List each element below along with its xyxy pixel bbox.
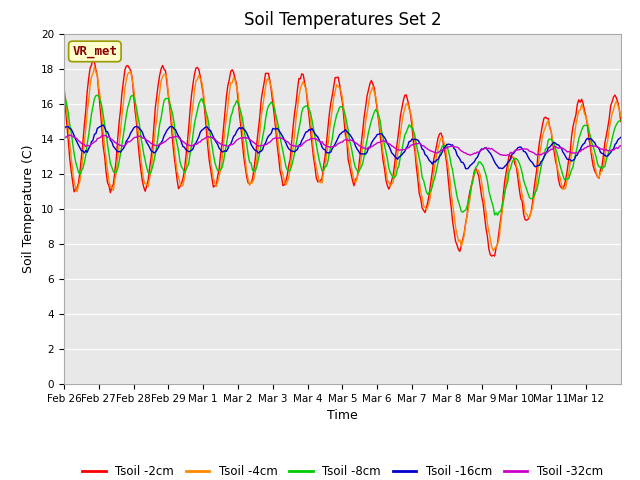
Tsoil -32cm — [291, 143, 298, 149]
Tsoil -2cm — [356, 155, 364, 161]
Tsoil -4cm — [449, 202, 456, 207]
Tsoil -16cm — [73, 139, 81, 145]
Tsoil -4cm — [490, 248, 497, 253]
Tsoil -2cm — [617, 119, 625, 124]
Tsoil -32cm — [66, 132, 74, 138]
Tsoil -16cm — [99, 122, 107, 128]
Tsoil -2cm — [431, 149, 439, 155]
Tsoil -2cm — [89, 54, 97, 60]
Tsoil -8cm — [73, 164, 81, 170]
Tsoil -4cm — [60, 84, 68, 90]
Tsoil -2cm — [491, 253, 499, 259]
Tsoil -8cm — [617, 117, 625, 123]
Tsoil -4cm — [91, 64, 99, 70]
Tsoil -8cm — [355, 169, 362, 175]
Tsoil -32cm — [60, 135, 68, 141]
Tsoil -16cm — [463, 166, 471, 172]
Tsoil -16cm — [111, 145, 118, 151]
Line: Tsoil -4cm: Tsoil -4cm — [64, 67, 621, 251]
Tsoil -16cm — [356, 151, 364, 156]
Tsoil -8cm — [109, 168, 117, 174]
Tsoil -8cm — [60, 91, 68, 97]
Tsoil -32cm — [431, 150, 439, 156]
Tsoil -2cm — [111, 169, 118, 175]
Line: Tsoil -2cm: Tsoil -2cm — [64, 57, 621, 256]
Tsoil -2cm — [60, 85, 68, 91]
Tsoil -16cm — [60, 126, 68, 132]
Legend: Tsoil -2cm, Tsoil -4cm, Tsoil -8cm, Tsoil -16cm, Tsoil -32cm: Tsoil -2cm, Tsoil -4cm, Tsoil -8cm, Tsoi… — [77, 461, 607, 480]
Y-axis label: Soil Temperature (C): Soil Temperature (C) — [22, 144, 35, 273]
Tsoil -32cm — [111, 140, 118, 145]
Tsoil -4cm — [111, 179, 118, 184]
Tsoil -4cm — [356, 165, 364, 170]
Line: Tsoil -8cm: Tsoil -8cm — [64, 94, 621, 215]
Tsoil -32cm — [356, 143, 364, 149]
Tsoil -32cm — [75, 138, 83, 144]
Tsoil -32cm — [449, 144, 456, 149]
Tsoil -8cm — [430, 178, 438, 183]
Tsoil -2cm — [291, 110, 298, 116]
Tsoil -8cm — [493, 212, 501, 218]
Tsoil -4cm — [431, 159, 439, 165]
Tsoil -2cm — [449, 219, 456, 225]
Tsoil -16cm — [617, 134, 625, 140]
Tsoil -16cm — [291, 149, 298, 155]
Title: Soil Temperatures Set 2: Soil Temperatures Set 2 — [244, 11, 441, 29]
Tsoil -4cm — [73, 189, 81, 194]
Tsoil -2cm — [73, 185, 81, 191]
Tsoil -8cm — [289, 157, 297, 163]
Tsoil -4cm — [291, 132, 298, 138]
Tsoil -4cm — [617, 113, 625, 119]
Line: Tsoil -32cm: Tsoil -32cm — [64, 135, 621, 156]
Tsoil -8cm — [447, 162, 455, 168]
X-axis label: Time: Time — [327, 409, 358, 422]
Tsoil -16cm — [449, 142, 456, 148]
Tsoil -32cm — [502, 153, 510, 158]
Text: VR_met: VR_met — [72, 45, 117, 58]
Tsoil -32cm — [617, 143, 625, 149]
Tsoil -16cm — [431, 159, 439, 165]
Line: Tsoil -16cm: Tsoil -16cm — [64, 125, 621, 169]
